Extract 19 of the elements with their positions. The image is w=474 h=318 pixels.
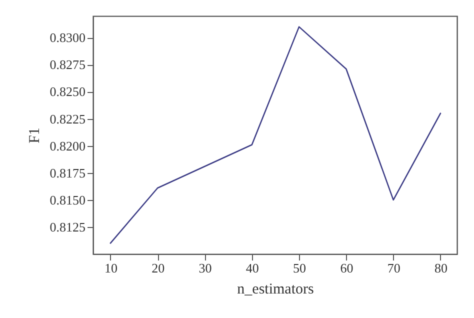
y-tick-label: 0.8300 [50, 30, 86, 46]
x-axis-title: n_estimators [237, 282, 314, 298]
y-tick-label: 0.8125 [50, 219, 86, 234]
x-tick-label: 70 [387, 260, 400, 276]
x-tick-label: 60 [340, 260, 354, 276]
y-tick-label: 0.8175 [50, 165, 86, 180]
y-tick-label: 0.8225 [50, 111, 86, 126]
y-tick-label: 0.8200 [50, 138, 86, 154]
x-tick-label: 80 [434, 260, 448, 276]
x-tick-label: 40 [246, 260, 259, 276]
y-axis-title: F1 [26, 128, 43, 144]
x-tick-label: 10 [104, 260, 118, 276]
y-tick-label: 0.8250 [50, 84, 86, 100]
y-tick-label: 0.8275 [50, 57, 86, 72]
x-tick-label: 20 [152, 260, 165, 276]
y-tick-label: 0.8150 [50, 192, 86, 208]
x-tick-label: 30 [198, 260, 212, 276]
line-series [110, 26, 442, 244]
x-tick-label: 50 [293, 260, 306, 276]
